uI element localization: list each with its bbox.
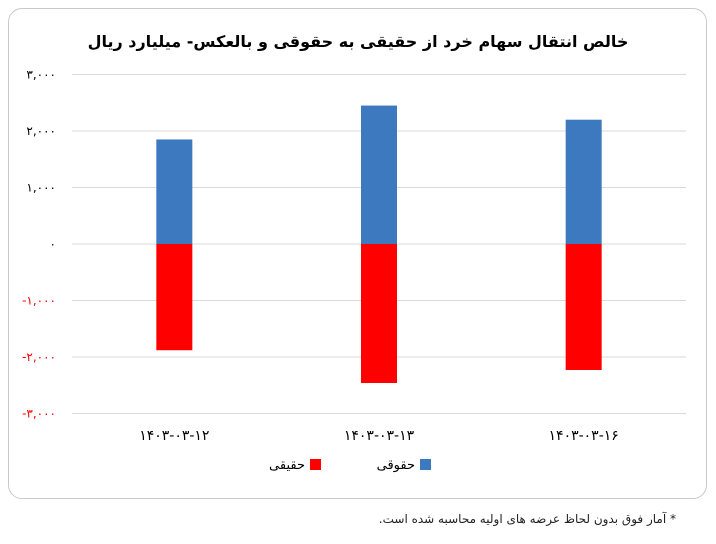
bar [361, 244, 397, 383]
x-tick-label: ۱۴۰۳-۰۳-۱۶ [549, 428, 619, 444]
y-tick-label: ۱,۰۰۰ [26, 181, 56, 195]
legend-label: حقیقی [269, 458, 305, 473]
y-tick-label: ۲,۰۰۰ [26, 124, 56, 138]
y-tick-label: ۰ [50, 237, 56, 251]
y-tick-label: ۳,۰۰۰ [26, 68, 56, 82]
y-tick-label: -۳,۰۰۰ [22, 407, 56, 421]
bar [361, 105, 397, 244]
legend-swatch [420, 459, 431, 470]
x-tick-label: ۱۴۰۳-۰۳-۱۳ [344, 428, 415, 444]
bar [156, 244, 193, 351]
y-tick-label: -۲,۰۰۰ [22, 350, 56, 364]
bar [156, 139, 193, 244]
bar [565, 119, 602, 244]
legend-label: حقوقی [377, 458, 415, 473]
chart: خالص انتقال سهام خرد از حقیقی به حقوقی و… [22, 32, 686, 473]
x-tick-label: ۱۴۰۳-۰۳-۱۲ [139, 428, 209, 444]
bar [565, 244, 602, 370]
legend-swatch [310, 459, 321, 470]
y-tick-label: -۱,۰۰۰ [22, 294, 56, 308]
chart-title: خالص انتقال سهام خرد از حقیقی به حقوقی و… [88, 32, 629, 51]
footnote: * آمار فوق بدون لحاظ عرضه های اولیه محاس… [378, 512, 676, 526]
